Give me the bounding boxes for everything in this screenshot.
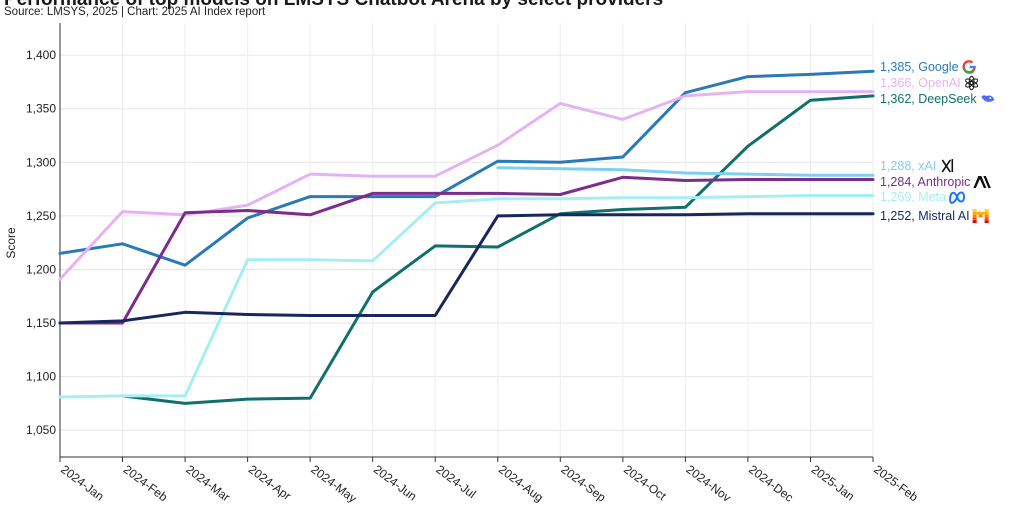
openai-petal xyxy=(965,78,974,86)
x-tick-label: 2024-Oct xyxy=(621,462,669,503)
mistral-icon xyxy=(972,209,989,223)
xai-x xyxy=(941,159,951,173)
series-line-anthropic xyxy=(58,175,875,325)
chart-title: Performance of top models on LMSYS Chatb… xyxy=(4,0,663,11)
axes: 1,050 1,100 1,150 1,200 1,250 1,300 1,350 1,400… xyxy=(26,23,921,506)
x-tick-label: 2024-Mar xyxy=(183,462,232,504)
x-tick-label: 2025-Jan xyxy=(809,462,857,503)
y-tick-label: 1,300 xyxy=(26,155,56,169)
google-arc-green xyxy=(962,66,975,74)
mistral-block xyxy=(984,217,989,221)
mistral-block xyxy=(978,214,983,218)
x-tick-label: 2024-Jul xyxy=(433,462,478,501)
end-label-anthropic: 1,284, Anthropic xyxy=(880,175,970,189)
y-tick-label: 1,050 xyxy=(26,423,56,437)
anthropic-a xyxy=(973,176,987,188)
end-label-deepseek: 1,362, DeepSeek xyxy=(880,92,977,106)
chart-subtitle: Source: LMSYS, 2025 | Chart: 2025 AI Ind… xyxy=(4,6,266,18)
mistral-block xyxy=(980,211,985,215)
openai-icon xyxy=(965,75,979,91)
end-labels: 1,385, Google 1,366, OpenAI 1,362, DeepSee… xyxy=(880,60,977,223)
y-axis-label: Score xyxy=(4,227,18,259)
x-tick-label: 2024-Aug xyxy=(496,462,546,505)
x-tick-label: 2024-Apr xyxy=(246,462,294,503)
google-icon xyxy=(962,60,976,74)
grid-lines xyxy=(59,23,874,457)
mistral-block xyxy=(972,214,977,218)
anthropic-icon xyxy=(973,176,991,188)
end-label-meta: 1,269, Meta xyxy=(880,190,946,204)
deepseek-whale xyxy=(981,95,995,102)
meta-icon xyxy=(949,191,966,204)
series-line-deepseek xyxy=(121,94,875,405)
x-tick-label: 2024-May xyxy=(308,462,359,505)
xai-icon xyxy=(941,159,954,173)
end-label-google: 1,385, Google xyxy=(880,60,959,74)
meta-infinity xyxy=(949,191,966,204)
y-tick-label: 1,200 xyxy=(26,262,56,276)
end-label-openai: 1,366, OpenAI xyxy=(880,76,961,90)
series-lines xyxy=(58,69,875,405)
y-tick-label: 1,350 xyxy=(26,102,56,116)
series-line-xai xyxy=(496,166,875,177)
series-line-google xyxy=(58,69,875,267)
end-label-xai: 1,288, xAI xyxy=(880,159,936,173)
y-tick-label: 1,150 xyxy=(26,316,56,330)
x-tick-label: 2025-Feb xyxy=(871,462,921,504)
mistral-block xyxy=(972,209,977,212)
mistral-block xyxy=(972,211,977,215)
anthropic-slash xyxy=(983,176,991,188)
mistral-block xyxy=(984,214,989,218)
x-tick-label: 2024-Sep xyxy=(559,462,609,505)
mistral-block xyxy=(976,211,981,215)
deepseek-icon xyxy=(981,95,995,102)
mistral-block xyxy=(984,220,989,223)
series-line-mistral-ai xyxy=(58,212,875,325)
end-label-mistral-ai: 1,252, Mistral AI xyxy=(880,209,970,223)
series-line-meta xyxy=(58,194,875,399)
y-tick-label: 1,400 xyxy=(26,48,56,62)
mistral-block xyxy=(972,220,977,223)
mistral-block xyxy=(972,217,977,221)
mistral-block xyxy=(984,211,989,215)
deepseek-eye xyxy=(989,97,992,99)
x-tick-label: 2024-Dec xyxy=(746,462,796,504)
y-tick-label: 1,250 xyxy=(26,209,56,223)
series-line-openai xyxy=(58,90,875,281)
y-tick-label: 1,100 xyxy=(26,370,56,384)
provider-icons xyxy=(941,60,995,223)
x-tick-label: 2024-Nov xyxy=(684,462,734,504)
x-tick-label: 2024-Feb xyxy=(121,462,171,504)
mistral-block xyxy=(984,209,989,212)
x-tick-label: 2024-Jun xyxy=(371,462,419,503)
x-tick-label: 2024-Jan xyxy=(58,462,106,503)
